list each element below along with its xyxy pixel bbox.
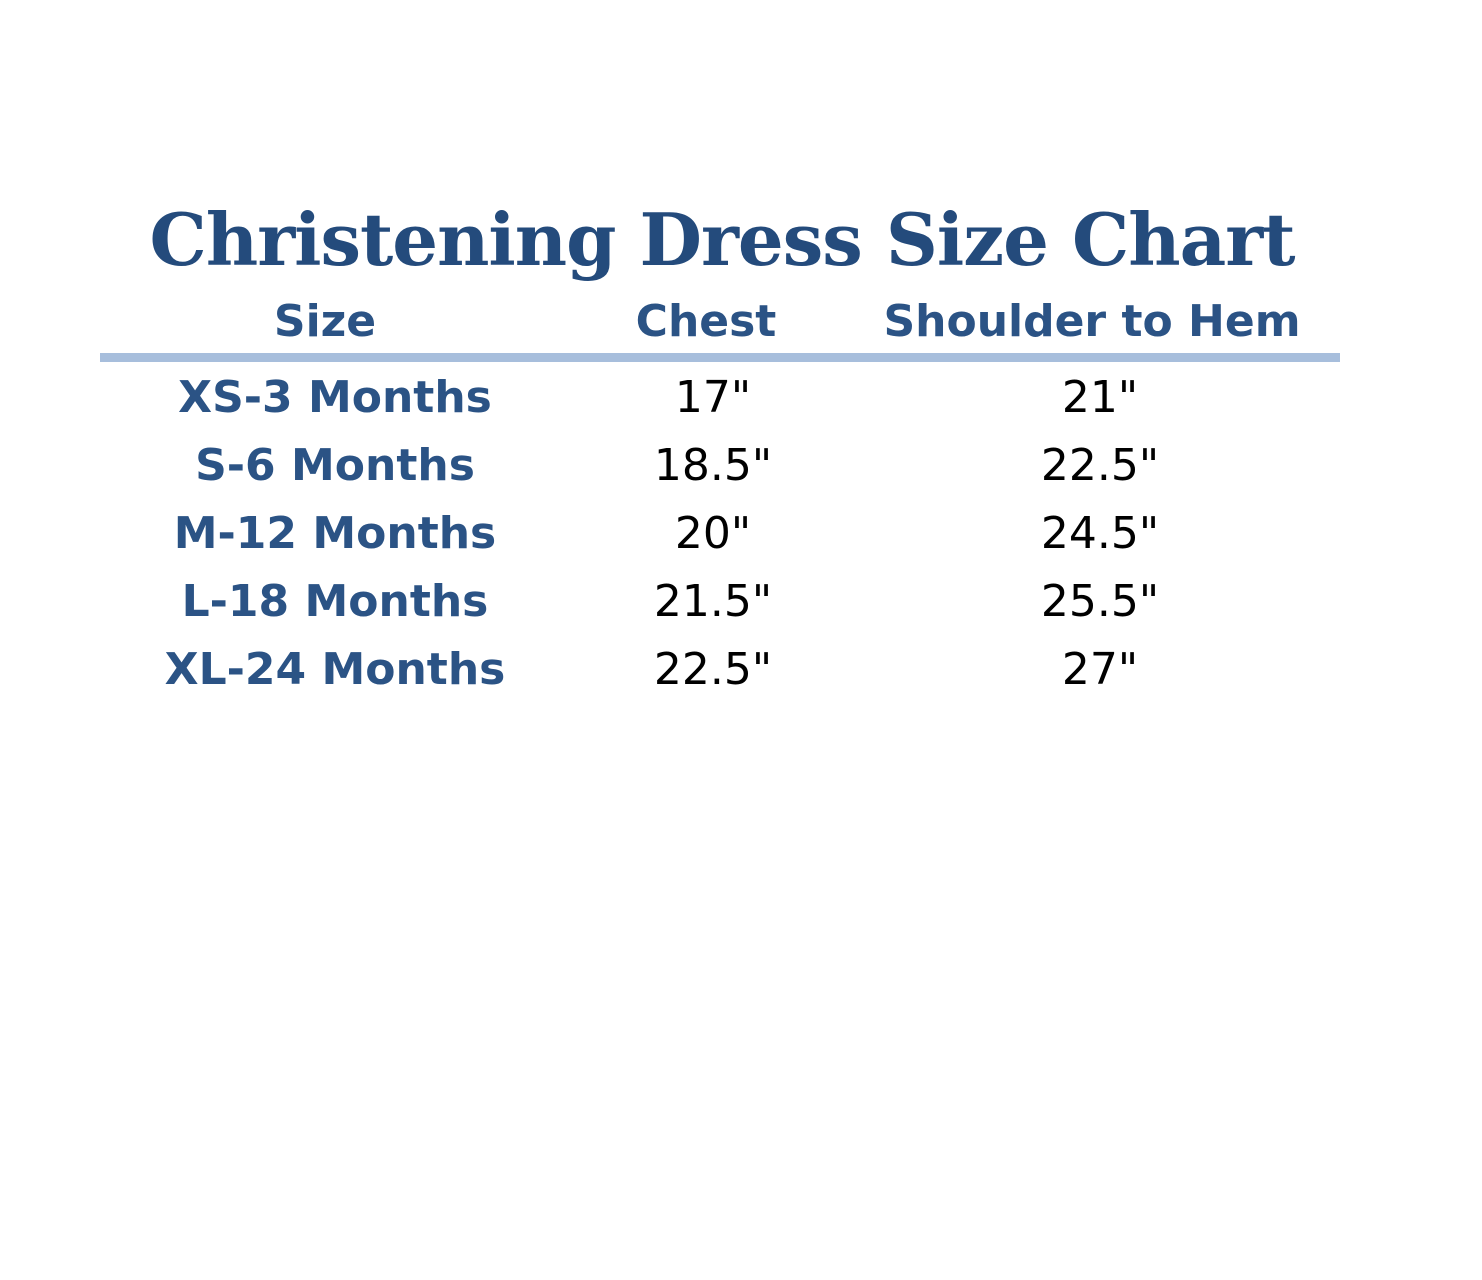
measure-cell: 21.5" bbox=[653, 576, 773, 627]
column-header: Size bbox=[273, 296, 377, 347]
measure-cell: 20" bbox=[674, 508, 752, 559]
measure-cell: 18.5" bbox=[653, 440, 773, 491]
measure-cell: 22.5" bbox=[653, 644, 773, 695]
size-cell: M-12 Months bbox=[173, 508, 497, 559]
size-cell: S-6 Months bbox=[195, 440, 475, 491]
measure-cell: 22.5" bbox=[1040, 440, 1160, 491]
size-cell: XS-3 Months bbox=[178, 372, 492, 423]
header-rule bbox=[100, 353, 1340, 362]
size-cell: XL-24 Months bbox=[164, 644, 506, 695]
size-cell: L-18 Months bbox=[181, 576, 489, 627]
measure-cell: 25.5" bbox=[1040, 576, 1160, 627]
column-header: Chest bbox=[635, 296, 777, 347]
measure-cell: 17" bbox=[674, 372, 752, 423]
measure-cell: 21" bbox=[1061, 372, 1139, 423]
measure-cell: 24.5" bbox=[1040, 508, 1160, 559]
measure-cell: 27" bbox=[1061, 644, 1139, 695]
column-header: Shoulder to Hem bbox=[883, 296, 1301, 347]
title: Christening Dress Size Chart bbox=[149, 197, 1296, 282]
